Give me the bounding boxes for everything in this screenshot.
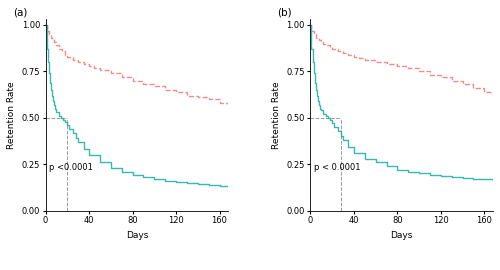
Legend: Negative, Positive: Negative, Positive: [342, 268, 461, 270]
Legend: Negative, Positive: Negative, Positive: [78, 268, 196, 270]
X-axis label: Days: Days: [390, 231, 413, 240]
Text: (a): (a): [12, 8, 27, 18]
Text: p <0.0001: p <0.0001: [49, 163, 92, 172]
Y-axis label: Retention Rate: Retention Rate: [7, 81, 16, 149]
Y-axis label: Retention Rate: Retention Rate: [272, 81, 281, 149]
Text: p < 0.0001: p < 0.0001: [314, 163, 360, 172]
Text: (b): (b): [278, 8, 292, 18]
X-axis label: Days: Days: [126, 231, 148, 240]
